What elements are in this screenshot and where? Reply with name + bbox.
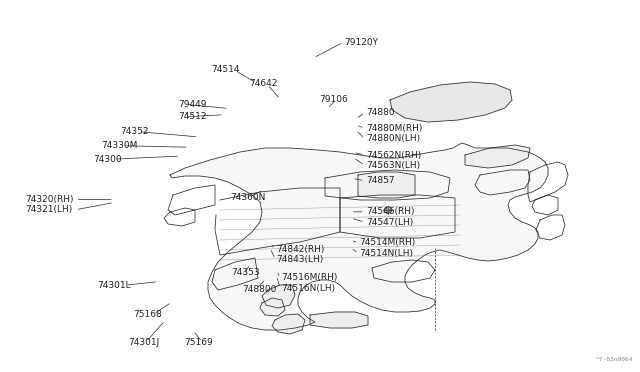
Text: 74880: 74880 — [366, 108, 395, 117]
Text: 74546(RH): 74546(RH) — [366, 207, 415, 217]
Polygon shape — [310, 312, 368, 328]
Text: 74516M(RH): 74516M(RH) — [282, 273, 338, 282]
Text: 74321(LH): 74321(LH) — [26, 205, 73, 214]
Text: 79449: 79449 — [178, 100, 207, 109]
Text: 748800: 748800 — [242, 285, 276, 294]
Text: 74547(LH): 74547(LH) — [366, 218, 413, 227]
Text: 79120Y: 79120Y — [344, 38, 378, 47]
Text: 74320(RH): 74320(RH) — [26, 195, 74, 204]
Text: 74301J: 74301J — [128, 337, 159, 347]
Text: 74563N(LH): 74563N(LH) — [366, 161, 420, 170]
Text: 74880N(LH): 74880N(LH) — [366, 134, 420, 143]
Polygon shape — [262, 285, 295, 308]
Text: 74512: 74512 — [178, 112, 207, 121]
Polygon shape — [260, 298, 285, 316]
Text: 74843(LH): 74843(LH) — [276, 255, 324, 264]
Polygon shape — [170, 143, 548, 330]
Text: 75168: 75168 — [133, 310, 162, 319]
Text: 74514: 74514 — [211, 65, 240, 74]
Text: 74352: 74352 — [120, 127, 149, 136]
Polygon shape — [272, 314, 305, 334]
Text: 74514N(LH): 74514N(LH) — [360, 248, 413, 258]
Text: 74642: 74642 — [250, 79, 278, 88]
Polygon shape — [390, 82, 512, 122]
Text: 74360N: 74360N — [230, 193, 266, 202]
Text: 74300: 74300 — [93, 155, 122, 164]
Polygon shape — [358, 172, 415, 198]
Text: 74562N(RH): 74562N(RH) — [366, 151, 421, 160]
Text: 74880M(RH): 74880M(RH) — [366, 124, 422, 133]
Text: 79106: 79106 — [319, 95, 348, 104]
Text: 74514M(RH): 74514M(RH) — [360, 238, 416, 247]
Text: 74842(RH): 74842(RH) — [276, 244, 325, 254]
Polygon shape — [465, 145, 530, 168]
Text: 75169: 75169 — [184, 337, 213, 347]
Text: ^7·03n0064: ^7·03n0064 — [596, 357, 634, 362]
Text: 74353: 74353 — [232, 268, 260, 277]
Text: 74516N(LH): 74516N(LH) — [282, 284, 336, 293]
Text: 74857: 74857 — [366, 176, 395, 185]
Text: 74330M: 74330M — [101, 141, 138, 150]
Text: 74301L: 74301L — [97, 281, 131, 290]
